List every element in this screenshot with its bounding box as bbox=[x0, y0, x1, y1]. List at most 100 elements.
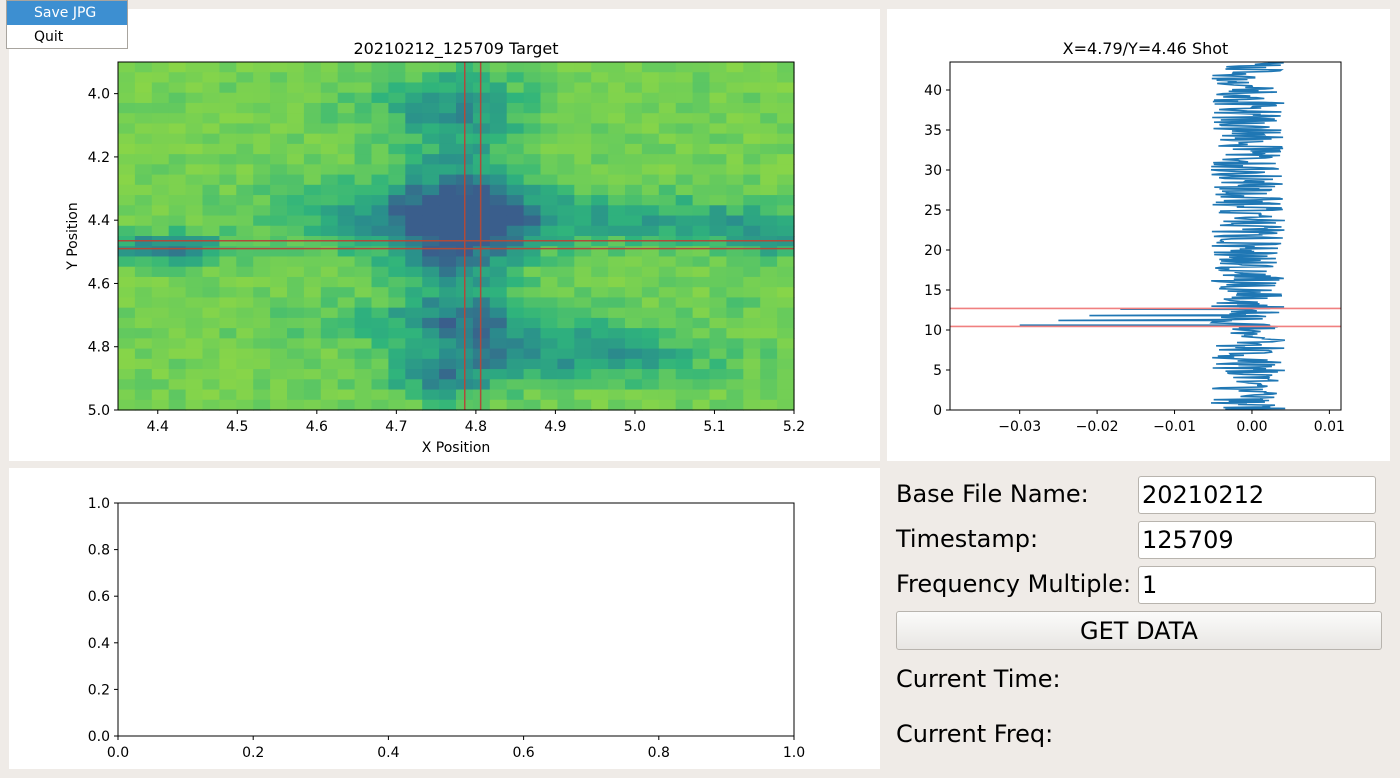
heatmap-cell bbox=[303, 379, 322, 391]
heatmap-cell bbox=[506, 113, 525, 125]
heatmap-cell bbox=[422, 399, 440, 411]
heatmap-cell bbox=[743, 276, 761, 288]
heatmap-cell bbox=[337, 164, 356, 176]
heatmap-cell bbox=[726, 266, 744, 278]
heatmap-cell bbox=[506, 348, 525, 360]
heatmap-cell bbox=[557, 379, 575, 391]
heatmap-cell bbox=[709, 369, 727, 380]
heatmap-cell bbox=[118, 348, 136, 360]
heatmap-cell bbox=[608, 174, 626, 186]
heatmap-cell bbox=[388, 195, 406, 206]
heatmap-cell bbox=[709, 256, 727, 268]
heatmap-cell bbox=[506, 195, 525, 206]
heatmap-cell bbox=[134, 133, 153, 145]
heatmap-cell bbox=[557, 225, 575, 237]
heatmap-cell bbox=[287, 225, 305, 237]
heatmap-cell bbox=[625, 154, 643, 165]
heatmap-cell bbox=[743, 82, 761, 94]
heatmap-cell bbox=[388, 246, 406, 258]
heatmap-cell bbox=[320, 164, 339, 176]
heatmap-cell bbox=[405, 369, 423, 380]
heatmap-cell bbox=[658, 389, 677, 401]
heatmap-cell bbox=[134, 62, 153, 73]
heatmap-cell bbox=[472, 369, 491, 380]
menu-item-quit[interactable]: Quit bbox=[34, 29, 64, 45]
heatmap-cell bbox=[134, 123, 153, 135]
heatmap-cell bbox=[760, 256, 778, 268]
heatmap-cell bbox=[540, 266, 558, 278]
x-tick-label: 4.6 bbox=[306, 419, 328, 435]
heatmap-cell bbox=[777, 205, 795, 217]
heatmap-cell bbox=[270, 92, 288, 104]
target-heatmap-chart[interactable]: 4.4 4.5 4.6 4.7 4.8 4.9 5.0 5.1 5.2 4.0 4.2 4.4 4.6 4… bbox=[9, 9, 880, 461]
heatmap-cell bbox=[354, 143, 373, 155]
heatmap-cell bbox=[354, 174, 373, 186]
heatmap-cell bbox=[118, 102, 136, 114]
heatmap-cell bbox=[439, 266, 457, 278]
heatmap-cell bbox=[743, 215, 761, 227]
heatmap-cell bbox=[726, 358, 744, 370]
heatmap-cell bbox=[236, 348, 254, 360]
heatmap-cell bbox=[760, 184, 778, 196]
heatmap-cell bbox=[743, 338, 761, 350]
heatmap-cell bbox=[726, 154, 744, 165]
heatmap-cell bbox=[320, 195, 339, 206]
empty-axes-chart[interactable]: 0.0 0.2 0.4 0.6 0.8 1.0 0.0 0.2 0.4 0.6 0.8 1.0 bbox=[9, 468, 880, 769]
heatmap-cell bbox=[219, 92, 237, 104]
heatmap-cell bbox=[472, 328, 491, 339]
heatmap-cell bbox=[185, 287, 204, 299]
heatmap-cell bbox=[777, 379, 795, 391]
x-tick-label: 0.0 bbox=[107, 745, 129, 761]
heatmap-cell bbox=[388, 143, 406, 155]
heatmap-cell bbox=[726, 328, 744, 339]
heatmap-cell bbox=[625, 358, 643, 370]
heatmap-cell bbox=[354, 92, 373, 104]
heatmap-cell bbox=[236, 225, 254, 237]
heatmap-cell bbox=[134, 317, 153, 329]
heatmap-cell bbox=[608, 92, 626, 104]
shot-line-chart[interactable]: −0.03 −0.02 −0.01 0.00 0.01 0 5 10 15 20 25 30 35 40 X… bbox=[887, 9, 1390, 461]
menu-item-save-jpg[interactable]: Save JPG bbox=[7, 1, 127, 25]
heatmap-cell bbox=[354, 287, 373, 299]
heatmap-cell bbox=[303, 133, 322, 145]
heatmap-cell bbox=[337, 154, 356, 165]
heatmap-cell bbox=[574, 256, 592, 268]
heatmap-cell bbox=[540, 369, 558, 380]
heatmap-cell bbox=[591, 102, 609, 114]
heatmap-cell bbox=[641, 307, 660, 319]
heatmap-cell bbox=[692, 328, 711, 339]
heatmap-cell bbox=[557, 287, 575, 299]
heatmap-cell bbox=[675, 174, 694, 186]
heatmap-cell bbox=[641, 369, 660, 380]
heatmap-cell bbox=[489, 174, 508, 186]
heatmap-cell bbox=[337, 133, 356, 145]
heatmap-cell bbox=[625, 389, 643, 401]
heatmap-cell bbox=[591, 297, 609, 309]
heatmap-cell bbox=[641, 82, 660, 94]
heatmap-cell bbox=[557, 92, 575, 104]
base-file-name-input[interactable] bbox=[1138, 476, 1376, 514]
heatmap-cell bbox=[253, 338, 271, 350]
heatmap-cell bbox=[185, 102, 204, 114]
heatmap-cell bbox=[219, 389, 237, 401]
heatmap-cell bbox=[253, 287, 271, 299]
heatmap-cell bbox=[574, 287, 592, 299]
heatmap-cell bbox=[219, 205, 237, 217]
heatmap-cell bbox=[760, 82, 778, 94]
heatmap-cell bbox=[185, 389, 204, 401]
heatmap-cell bbox=[168, 164, 187, 176]
timestamp-input[interactable] bbox=[1138, 521, 1376, 559]
heatmap-cell bbox=[439, 92, 457, 104]
get-data-button[interactable]: GET DATA bbox=[896, 611, 1382, 650]
heatmap-cell bbox=[608, 307, 626, 319]
heatmap-cell bbox=[422, 215, 440, 227]
frequency-multiple-input[interactable] bbox=[1138, 566, 1376, 604]
heatmap-cell bbox=[743, 348, 761, 360]
heatmap-cell bbox=[236, 266, 254, 278]
heatmap-cell bbox=[709, 174, 727, 186]
heatmap-cell bbox=[557, 276, 575, 288]
heatmap-cell bbox=[726, 205, 744, 217]
heatmap-cell bbox=[557, 174, 575, 186]
heatmap-cell bbox=[675, 225, 694, 237]
heatmap-cell bbox=[777, 92, 795, 104]
